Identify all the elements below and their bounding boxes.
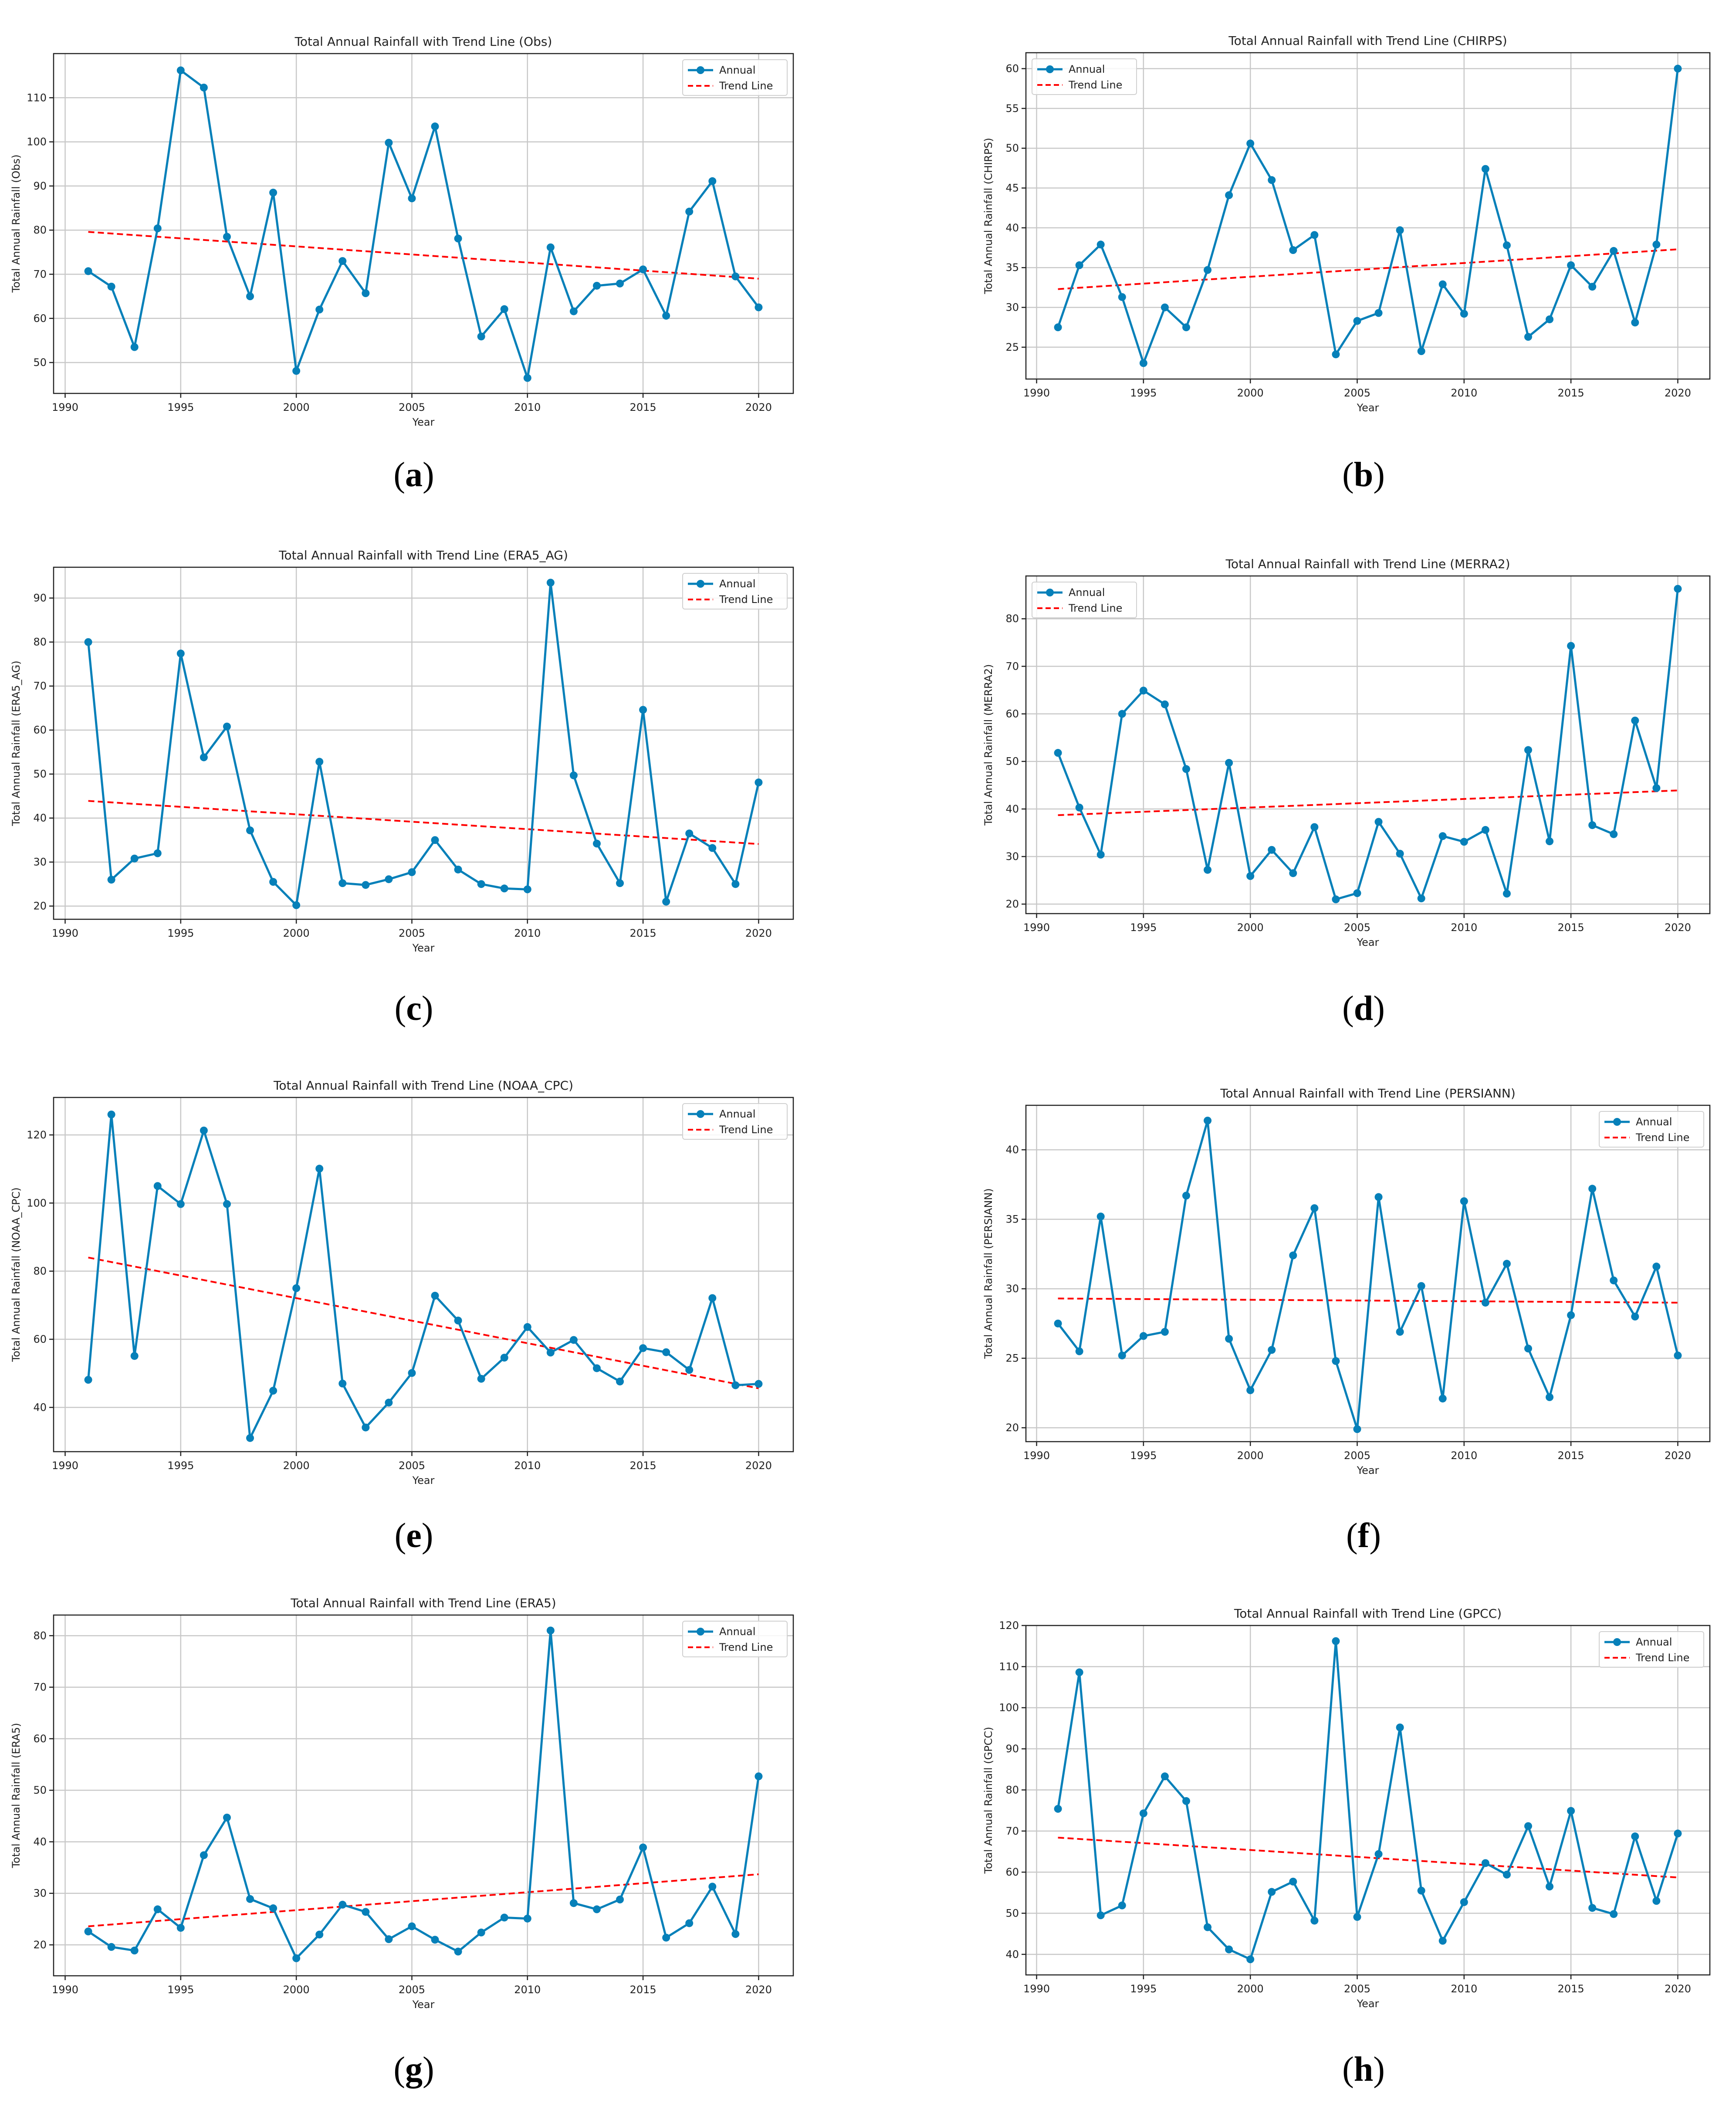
data-point (1396, 1723, 1404, 1731)
annual-series-line (1057, 1640, 1679, 1961)
y-tick-label: 110 (999, 1660, 1019, 1673)
data-point (1417, 1886, 1425, 1895)
x-tick-label: 2015 (1558, 1983, 1584, 1995)
y-tick-label: 50 (1005, 1907, 1019, 1919)
trend-line (1058, 1836, 1678, 1879)
x-tick-label: 1995 (1130, 1983, 1157, 1995)
y-tick-label: 100 (999, 1702, 1019, 1714)
data-point (1588, 1904, 1597, 1912)
caption-e: (e) (394, 1517, 433, 1555)
legend: Annual Trend Line (1599, 1631, 1704, 1668)
caption-d: (d) (1342, 989, 1385, 1028)
x-tick-label: 2000 (1237, 1983, 1264, 1995)
data-point (1054, 1805, 1062, 1813)
data-point (1118, 1901, 1126, 1910)
legend-box (1599, 1631, 1704, 1668)
y-tick-label: 80 (1005, 1784, 1019, 1796)
chart-title: Total Annual Rainfall with Trend Line (G… (1234, 1606, 1502, 1621)
data-point (1075, 1668, 1083, 1676)
plot-frame (1025, 1625, 1711, 1976)
data-point (1546, 1883, 1554, 1891)
data-point (1268, 1888, 1276, 1896)
x-tick-label: 2005 (1344, 1983, 1371, 1995)
data-point (1652, 1897, 1661, 1905)
caption-b: (b) (1342, 456, 1385, 494)
data-point (1438, 1937, 1447, 1945)
data-point (1503, 1870, 1511, 1879)
y-tick-label: 60 (1005, 1866, 1019, 1878)
data-point (1182, 1797, 1190, 1805)
y-tick-label: 120 (999, 1619, 1019, 1632)
x-tick-label: 2010 (1451, 1983, 1477, 1995)
data-point (1246, 1955, 1255, 1964)
x-tick-label: 1990 (1023, 1983, 1050, 1995)
y-tick-label: 40 (1005, 1948, 1019, 1961)
data-point (1139, 1809, 1147, 1818)
data-point (1353, 1913, 1361, 1921)
data-point (1460, 1898, 1468, 1906)
data-point (1374, 1850, 1383, 1858)
y-tick-label: 90 (1005, 1743, 1019, 1755)
data-point (1289, 1877, 1297, 1886)
data-point (1631, 1832, 1639, 1841)
legend-trend-label: Trend Line (1635, 1652, 1689, 1664)
data-point (1674, 1829, 1682, 1838)
caption-g: (g) (393, 2050, 434, 2089)
legend-annual-label: Annual (1636, 1636, 1672, 1648)
data-point (1225, 1945, 1233, 1954)
y-tick-label: 70 (1005, 1825, 1019, 1837)
y-axis-label: Total Annual Rainfall (GPCC) (982, 1727, 995, 1874)
chart-panel-gpcc: 1990 1995 2000 2005 2010 2015 2020 40 50 60 70 80 90… (982, 1606, 1711, 2010)
x-axis-label: Year (1357, 1998, 1379, 2010)
data-point (1567, 1807, 1575, 1815)
legend-annual-marker (1613, 1638, 1621, 1646)
caption-c: (c) (394, 989, 433, 1028)
caption-f: (f) (1346, 1517, 1381, 1555)
data-point (1332, 1637, 1340, 1645)
x-tick-label: 2020 (1665, 1983, 1691, 1995)
data-point (1096, 1911, 1105, 1920)
data-point (1610, 1910, 1618, 1918)
caption-h: (h) (1342, 2050, 1385, 2089)
data-point (1161, 1772, 1169, 1781)
data-point (1524, 1822, 1532, 1830)
data-point (1204, 1923, 1212, 1931)
caption-a: (a) (393, 456, 434, 494)
data-point (1481, 1859, 1489, 1867)
data-point (1310, 1917, 1319, 1925)
